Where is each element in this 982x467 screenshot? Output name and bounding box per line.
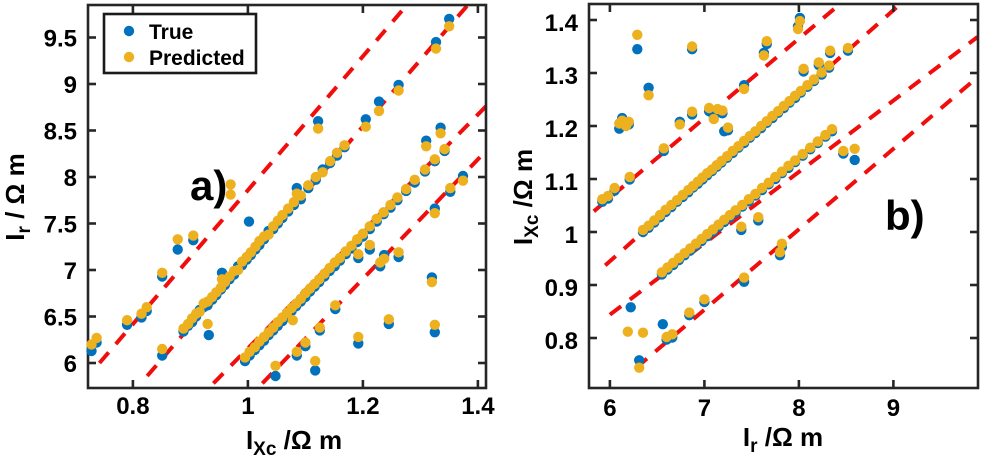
x-tick-labels: 6 7 8 9 xyxy=(603,395,900,422)
svg-text:9: 9 xyxy=(887,395,900,422)
legend-predicted-marker-icon xyxy=(123,51,135,63)
svg-text:1.2: 1.2 xyxy=(545,116,578,143)
plot-box xyxy=(587,2,980,390)
svg-text:1.2: 1.2 xyxy=(346,393,379,420)
svg-text:1.4: 1.4 xyxy=(461,393,495,420)
svg-text:8: 8 xyxy=(792,395,805,422)
ref-lines xyxy=(592,3,979,370)
svg-text:7.5: 7.5 xyxy=(44,212,77,239)
scatter-panel-a: 0.8 1 1.2 1.4 6 6.5 7 7.5 8 8.5 9 9.5 IXc /Ω m Ir / Ω… xyxy=(0,2,495,460)
axis-ticks xyxy=(88,5,486,388)
y-axis-label: Ir / Ω m xyxy=(0,153,35,241)
svg-text:7: 7 xyxy=(698,395,711,422)
svg-text:1: 1 xyxy=(241,393,254,420)
svg-text:6: 6 xyxy=(603,395,616,422)
scatter-panel-b: 6 7 8 9 0.8 0.9 1 1.1 1.2 1.3 1.4 Ir /Ω m IXc /Ω m b) xyxy=(508,2,980,457)
predicted-points xyxy=(597,15,860,373)
y-tick-labels: 6 6.5 7 7.5 8 8.5 9 9.5 xyxy=(44,26,77,379)
legend-box xyxy=(102,12,258,75)
svg-text:1.1: 1.1 xyxy=(545,169,578,196)
legend-true-marker-icon xyxy=(123,25,135,37)
svg-text:1: 1 xyxy=(565,222,578,249)
svg-text:1.3: 1.3 xyxy=(545,63,578,90)
svg-text:8: 8 xyxy=(64,165,77,192)
svg-text:8.5: 8.5 xyxy=(44,119,77,146)
svg-text:6.5: 6.5 xyxy=(44,305,77,332)
panel-label: b) xyxy=(885,192,925,239)
panel-label: a) xyxy=(190,162,227,209)
legend: True Predicted xyxy=(102,12,258,75)
x-axis-label: IXc /Ω m xyxy=(246,425,342,460)
svg-text:6: 6 xyxy=(64,351,77,378)
legend-predicted-label: Predicted xyxy=(149,47,245,70)
legend-true-label: True xyxy=(149,21,193,44)
plot-box xyxy=(86,3,488,390)
svg-text:0.8: 0.8 xyxy=(116,393,149,420)
svg-text:9.5: 9.5 xyxy=(44,26,77,53)
x-axis-label: Ir /Ω m xyxy=(743,422,823,457)
predicted-points xyxy=(86,21,469,371)
svg-text:9: 9 xyxy=(64,72,77,99)
y-tick-labels: 0.8 0.9 1 1.1 1.2 1.3 1.4 xyxy=(545,10,579,355)
y-axis-label: IXc /Ω m xyxy=(508,149,543,245)
svg-text:1.4: 1.4 xyxy=(545,10,579,37)
svg-text:0.9: 0.9 xyxy=(545,275,578,302)
svg-text:0.8: 0.8 xyxy=(545,328,578,355)
x-tick-labels: 0.8 1 1.2 1.4 xyxy=(116,393,495,420)
svg-text:7: 7 xyxy=(64,258,77,285)
axis-ticks xyxy=(589,4,978,388)
